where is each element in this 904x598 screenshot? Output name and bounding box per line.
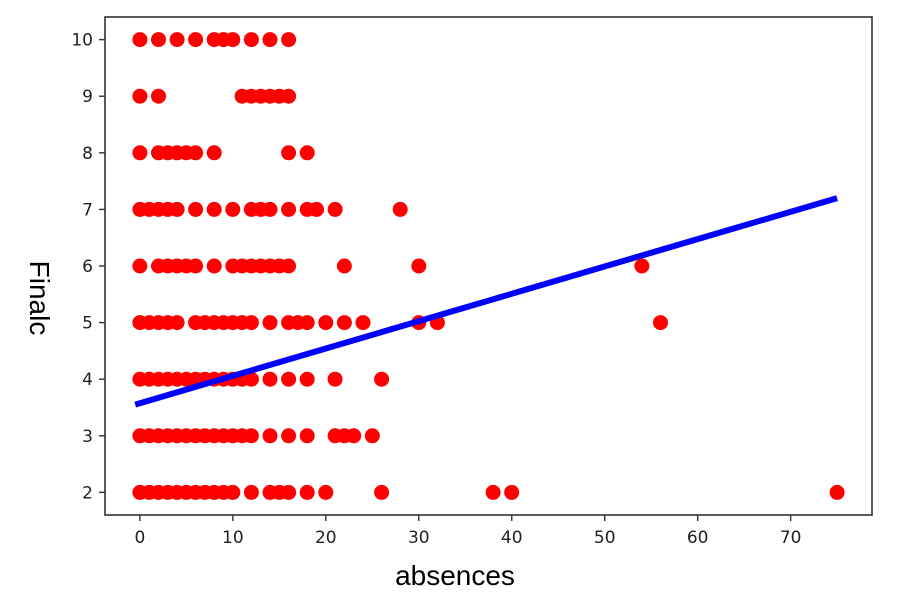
data-point [318,315,334,331]
regression-line-layer [134,195,838,408]
data-point [206,145,222,161]
data-point [262,201,278,217]
x-tick-label: 30 [408,528,430,548]
data-point [188,258,204,274]
data-point [262,371,278,387]
y-tick-label: 10 [71,31,93,51]
data-point [327,201,343,217]
data-point [188,32,204,48]
data-point [299,371,315,387]
data-point [299,484,315,500]
data-point [355,315,371,331]
data-point [169,201,185,217]
data-point [336,315,352,331]
data-point [281,484,297,500]
x-tick-label: 50 [594,528,616,548]
data-point [225,201,241,217]
data-point [634,258,650,274]
data-point [188,201,204,217]
points-layer [132,32,845,500]
data-point [206,201,222,217]
data-point [281,88,297,104]
data-point [281,371,297,387]
data-point [327,371,343,387]
data-point [299,315,315,331]
data-point [281,145,297,161]
data-point [151,88,166,104]
data-point [364,428,380,444]
y-tick-label: 3 [82,427,93,447]
y-tick-label: 2 [82,483,93,503]
y-tick-label: 7 [82,200,93,220]
data-point [653,315,668,331]
y-tick-label: 4 [82,370,93,390]
data-point [281,428,297,444]
data-point [281,201,297,217]
y-tick-label: 9 [82,87,93,107]
data-point [318,484,334,500]
data-point [243,315,259,331]
data-point [262,428,278,444]
x-tick-label: 60 [687,528,709,548]
x-tick-label: 70 [780,528,802,548]
x-tick-label: 10 [222,528,244,548]
x-tick-label: 20 [315,528,337,548]
data-point [504,484,520,500]
data-point [132,32,148,48]
data-point [243,32,259,48]
data-point [169,315,185,331]
data-point [206,258,222,274]
y-tick-label: 5 [82,314,93,334]
y-axis-ticks: 2 3 4 5 6 7 8 9 10 [71,31,105,503]
data-point [262,32,278,48]
data-point [262,315,278,331]
data-point [309,201,324,217]
data-point [225,484,241,500]
data-point [281,32,297,48]
data-point [374,484,390,500]
data-point [829,484,845,500]
data-point [169,32,185,48]
x-tick-label: 40 [501,528,523,548]
data-point [225,32,241,48]
data-point [281,258,297,274]
y-tick-label: 6 [82,257,93,277]
data-point [151,32,166,48]
y-tick-label: 8 [82,144,93,164]
data-point [132,258,148,274]
data-point [392,201,408,217]
data-point [132,145,148,161]
y-axis-label: Finalc [24,261,55,336]
data-point [485,484,501,500]
data-point [346,428,362,444]
regression-line [134,195,838,408]
data-point [374,371,390,387]
x-axis-label: absences [395,560,515,591]
data-point [188,145,204,161]
x-axis-ticks: 0 10 20 30 40 50 60 70 [134,515,801,548]
data-point [299,145,315,161]
x-tick-label: 0 [134,528,145,548]
data-point [243,371,259,387]
data-point [243,428,259,444]
data-point [299,428,315,444]
data-point [132,88,148,104]
data-point [243,484,259,500]
data-point [336,258,352,274]
data-point [411,258,427,274]
